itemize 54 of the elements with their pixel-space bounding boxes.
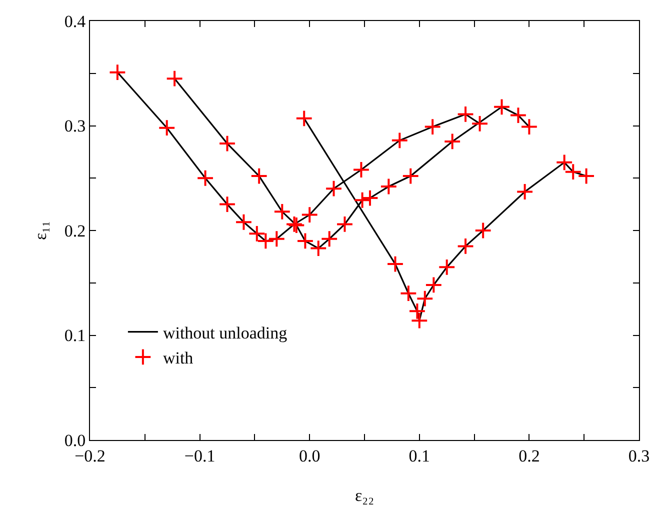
- point: [361, 189, 379, 207]
- point: [516, 183, 534, 200]
- point: [474, 222, 492, 240]
- point: [320, 230, 338, 248]
- y-tick-label: 0.3: [64, 116, 86, 136]
- x-tick-label: 0.2: [518, 446, 540, 466]
- point: [108, 64, 126, 82]
- point: [578, 167, 595, 185]
- point: [424, 118, 442, 136]
- y-tick-label: 0.4: [64, 12, 86, 31]
- x-tick-label: 0.1: [408, 446, 430, 466]
- x-tick-label: 0.3: [628, 446, 650, 466]
- point: [336, 216, 354, 233]
- x-axis-title: ε₂₂: [355, 486, 374, 505]
- point: [268, 230, 286, 248]
- point: [444, 132, 462, 150]
- point: [273, 202, 291, 220]
- point: [352, 161, 370, 178]
- y-axis-title: ε₁₁: [31, 221, 50, 240]
- point: [250, 167, 268, 185]
- point: [520, 118, 538, 136]
- point: [456, 106, 474, 123]
- point: [235, 213, 252, 231]
- point: [471, 114, 488, 132]
- point: [408, 302, 426, 320]
- point: [456, 238, 474, 255]
- point: [510, 106, 527, 124]
- y-tick-label: 0.2: [64, 221, 86, 240]
- point: [300, 206, 318, 224]
- x-tick-label: −0.1: [184, 446, 216, 466]
- point: [402, 167, 420, 185]
- point: [310, 240, 328, 258]
- point: [400, 284, 418, 302]
- point: [386, 255, 404, 273]
- x-tick-label: 0.0: [298, 446, 320, 466]
- legend-label: without unloading: [162, 323, 288, 342]
- point: [158, 119, 176, 137]
- point: [218, 196, 236, 214]
- point: [410, 312, 428, 330]
- y-tick-label: 0.1: [64, 326, 86, 346]
- point: [390, 132, 408, 150]
- point: [438, 258, 456, 276]
- legend-label: with: [162, 348, 194, 368]
- point: [416, 290, 434, 308]
- point: [196, 169, 214, 187]
- point: [424, 276, 442, 294]
- point: [295, 110, 313, 128]
- point: [380, 178, 398, 196]
- point: [493, 98, 510, 116]
- point: [325, 180, 342, 198]
- point: [296, 232, 314, 250]
- point: [166, 70, 184, 88]
- point: [218, 134, 236, 152]
- point: [354, 191, 371, 209]
